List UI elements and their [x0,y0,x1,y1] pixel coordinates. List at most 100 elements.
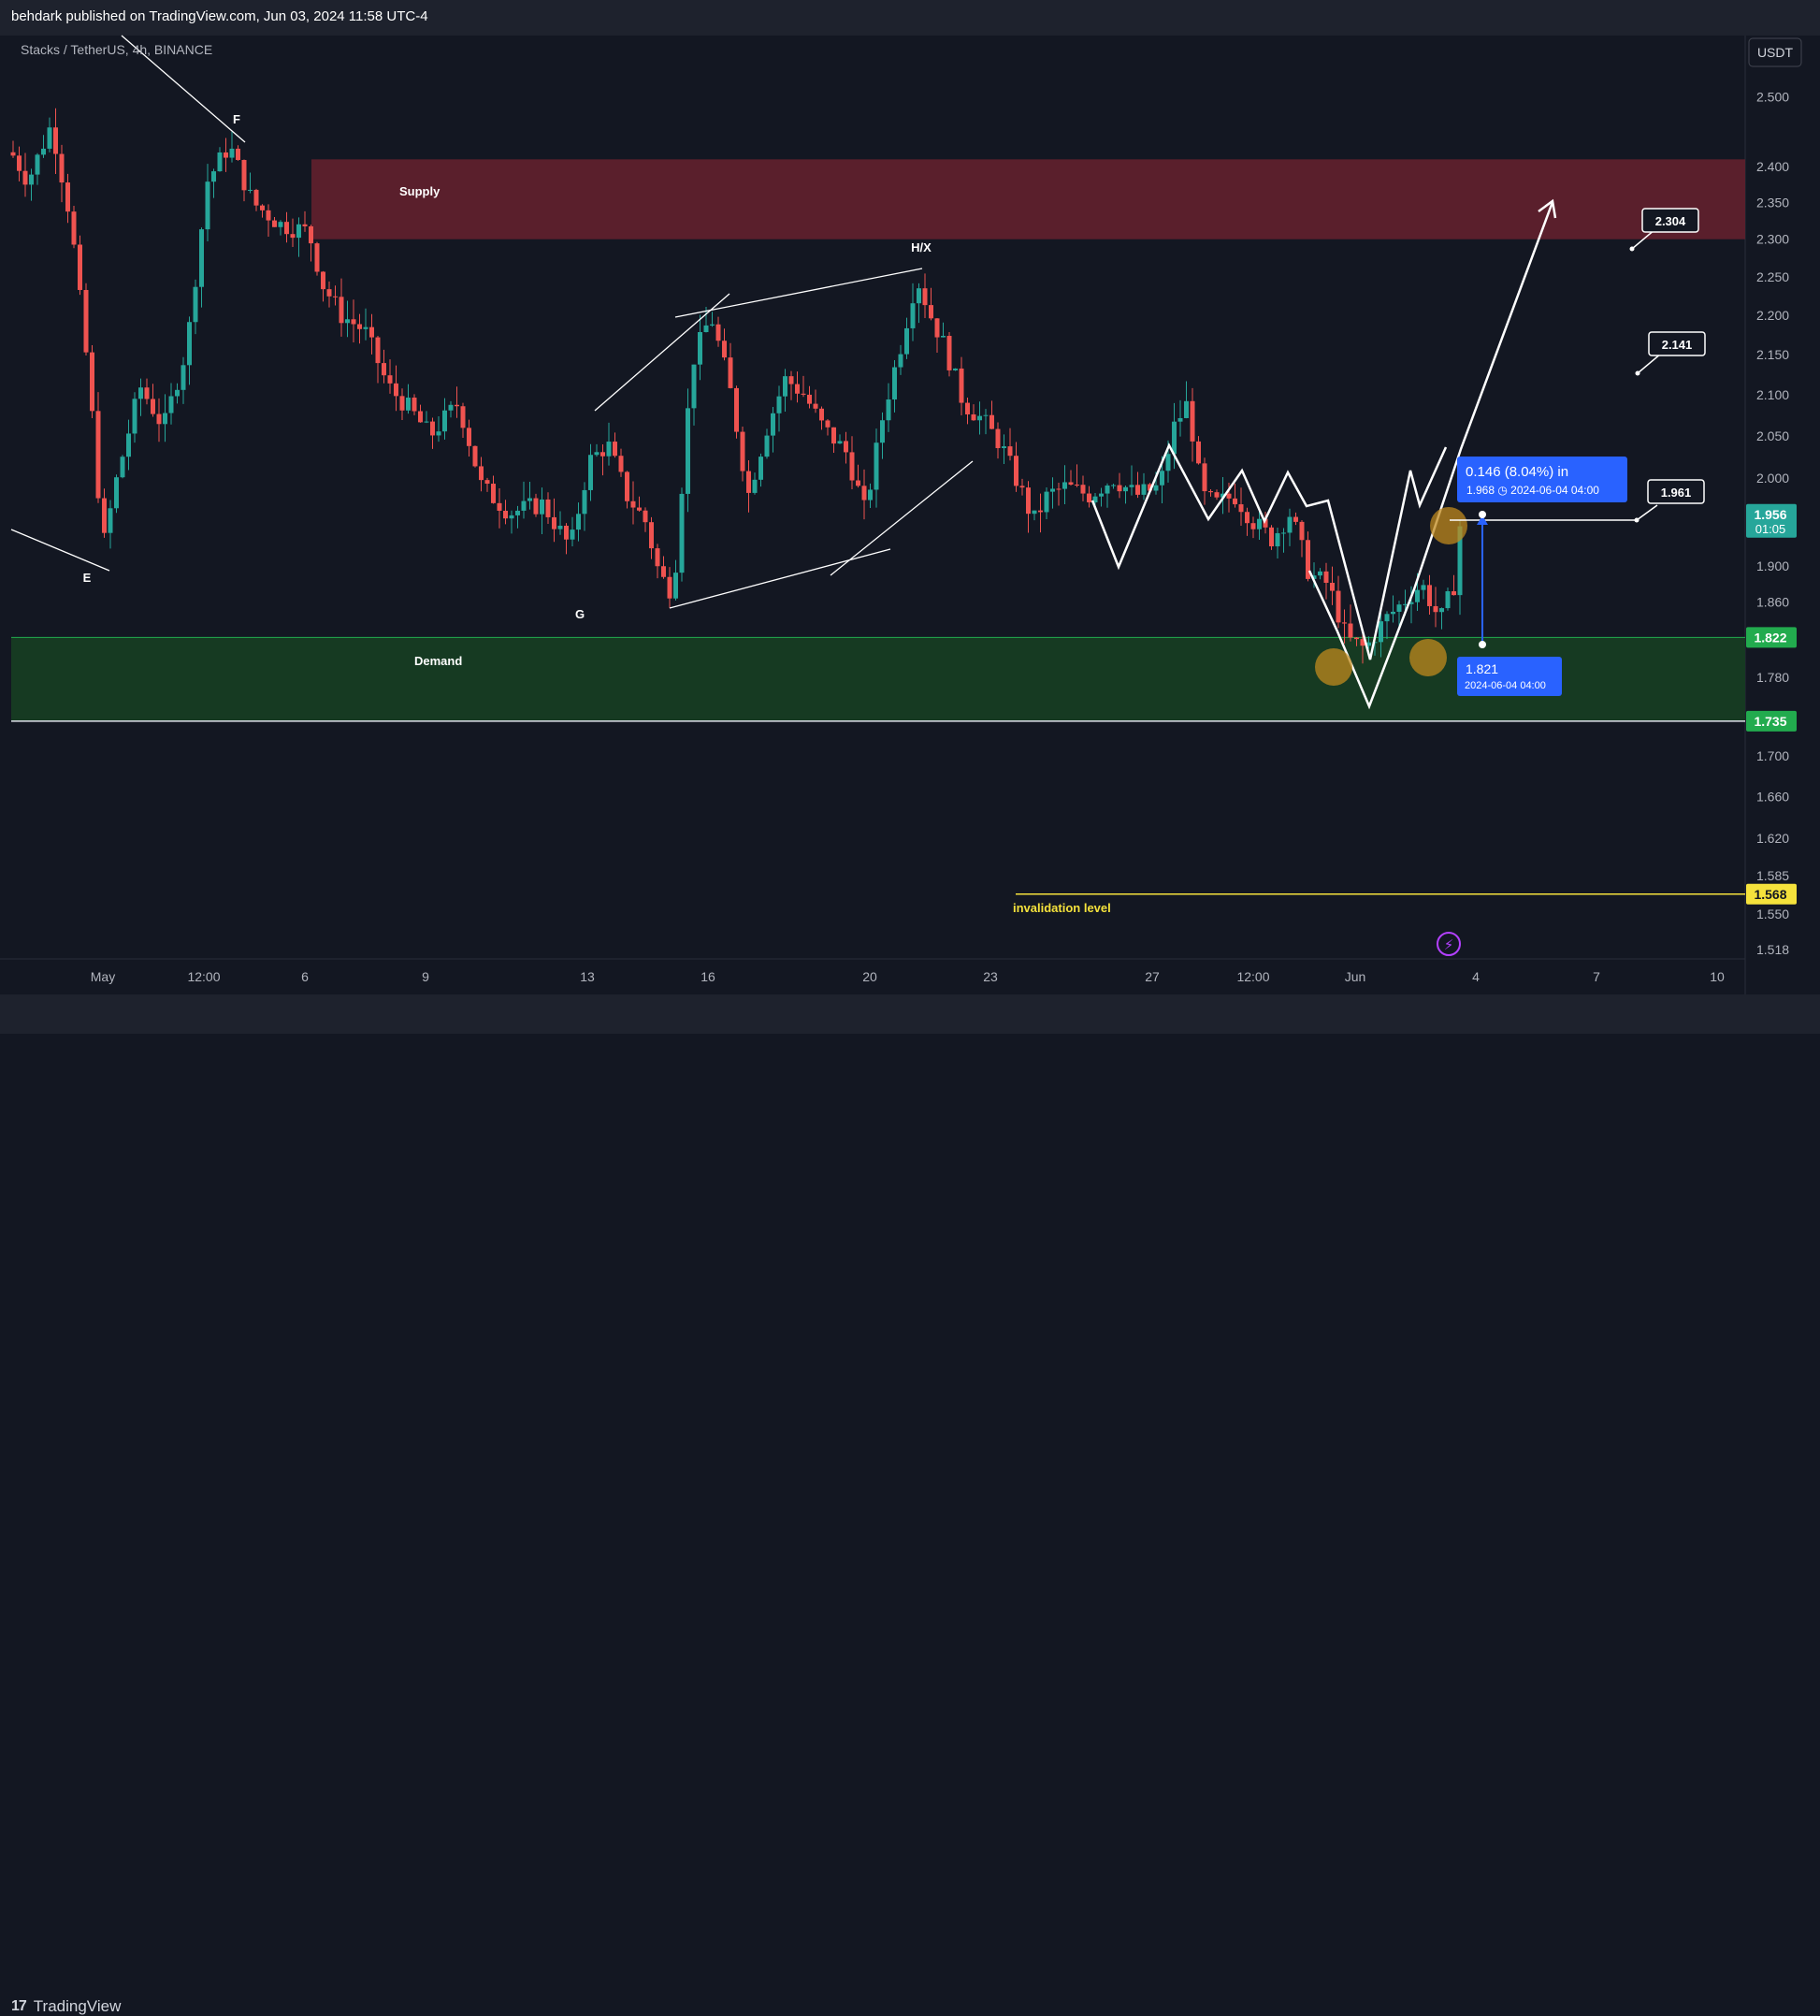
candle-body [953,368,958,370]
candle-body [205,181,210,230]
candle-body [734,387,739,432]
candle-body [1221,493,1225,498]
y-tick-label: 2.300 [1756,232,1789,247]
candle-body [527,498,532,501]
candle-body [844,441,848,453]
lightning-icon[interactable]: ⚡ [1437,932,1461,956]
candle-body [643,510,648,523]
candle-body [825,420,831,428]
price-chart[interactable]: 2.500 2.400 2.350 2.300 2.250 2.200 2.150 2.100… [0,0,1820,1034]
candle-body [1293,516,1298,522]
wave-path-wxy [1091,442,1448,660]
candle-body [484,480,490,485]
invalidation-label: invalidation level [1013,901,1111,915]
candle-body [625,471,629,501]
measure-start-time: 2024-06-04 04:00 [1465,680,1546,691]
candle-body [339,297,344,324]
measure-headline: 0.146 (8.04%) in [1466,464,1568,480]
candle-body [1129,485,1134,487]
candle-body [151,399,155,414]
candle-body [17,155,22,171]
candle-body [1384,614,1390,622]
candle-body [509,515,514,519]
target-callout-2141[interactable]: 2.141 [1635,331,1706,376]
candle-body [114,477,119,509]
candle-body [1245,512,1249,524]
candle-body [1002,446,1006,449]
candle-body [788,376,794,384]
candle-body [917,288,921,304]
candle-body [1177,417,1183,422]
candle-body [53,127,58,154]
target-label-1961: 1.961 [1661,486,1692,500]
candle-body [217,152,223,172]
candle-body [412,398,417,412]
candle-body [1226,493,1232,499]
candle-body [667,576,672,599]
candle-body [211,171,216,182]
candle-body [649,522,654,549]
candle-body [1056,488,1062,490]
candle-body [1141,484,1147,495]
candle-body [47,127,52,149]
candle-body [1050,488,1055,492]
candle-body [728,357,733,388]
candle-body [418,411,423,423]
y-tick-label: 2.150 [1756,347,1789,362]
demand-zone-label: Demand [414,654,462,668]
candle-body [59,153,65,183]
target-callout-2304[interactable]: 2.304 [1629,208,1699,252]
price-range-measure[interactable]: 0.146 (8.04%) in 1.968 ◷ 2024-06-04 04:0… [1457,457,1627,696]
currency-button[interactable]: USDT [1757,45,1794,60]
wave-label-f: F [233,112,240,126]
candle-body [582,489,587,515]
candle-body [661,566,666,577]
candle-body [515,510,520,515]
candle-body [1172,421,1177,455]
x-tick-label: Jun [1345,969,1366,984]
candle-body [1281,532,1286,534]
candle-body [1075,485,1079,486]
candle-body [309,225,313,244]
candle-body [764,435,770,457]
symbol-label: Stacks / TetherUS, 4h, BINANCE [21,42,212,57]
candle-body [1068,482,1074,486]
y-tick-label: 1.900 [1756,558,1789,573]
candle-body [156,413,162,425]
candle-body [715,324,721,341]
price-badge-label: 1.822 [1754,630,1786,645]
swing-marker-2 [1430,507,1467,544]
supply-zone-label: Supply [399,184,441,198]
trendline-f [121,35,246,143]
zones-layer [11,159,1745,895]
candle-body [1415,589,1420,602]
candle-body [491,484,496,503]
y-tick-label: 2.400 [1756,159,1789,174]
axis-layer: 2.500 2.400 2.350 2.300 2.250 2.200 2.150 2.100… [91,89,1797,984]
candle-body [321,271,325,290]
candle-body [673,573,678,599]
candle-body [448,404,454,411]
y-tick-label: 2.250 [1756,269,1789,284]
channel-upper-left [594,293,730,412]
candle-body [41,148,46,155]
candle-body [965,402,970,414]
price-badge-label: 1.568 [1754,887,1786,902]
candle-body [387,375,393,384]
currency-button-frame[interactable] [1748,37,1802,67]
tradingview-logo[interactable]: 17 TradingView [11,1997,121,2016]
candle-body [1366,642,1371,646]
candle-body [1408,602,1414,604]
candle-body [959,368,964,403]
candle-body [946,336,952,370]
svg-text:⚡: ⚡ [1444,936,1454,953]
candle-body [1123,486,1128,492]
candle-body [278,222,283,227]
y-tick-label: 2.000 [1756,471,1789,486]
candle-body [1427,585,1432,606]
candle-body [363,326,368,329]
candle-body [236,148,240,161]
candle-body [399,396,405,411]
candle-body [977,415,982,421]
tradingview-logo-icon: 17 [11,1998,27,2014]
